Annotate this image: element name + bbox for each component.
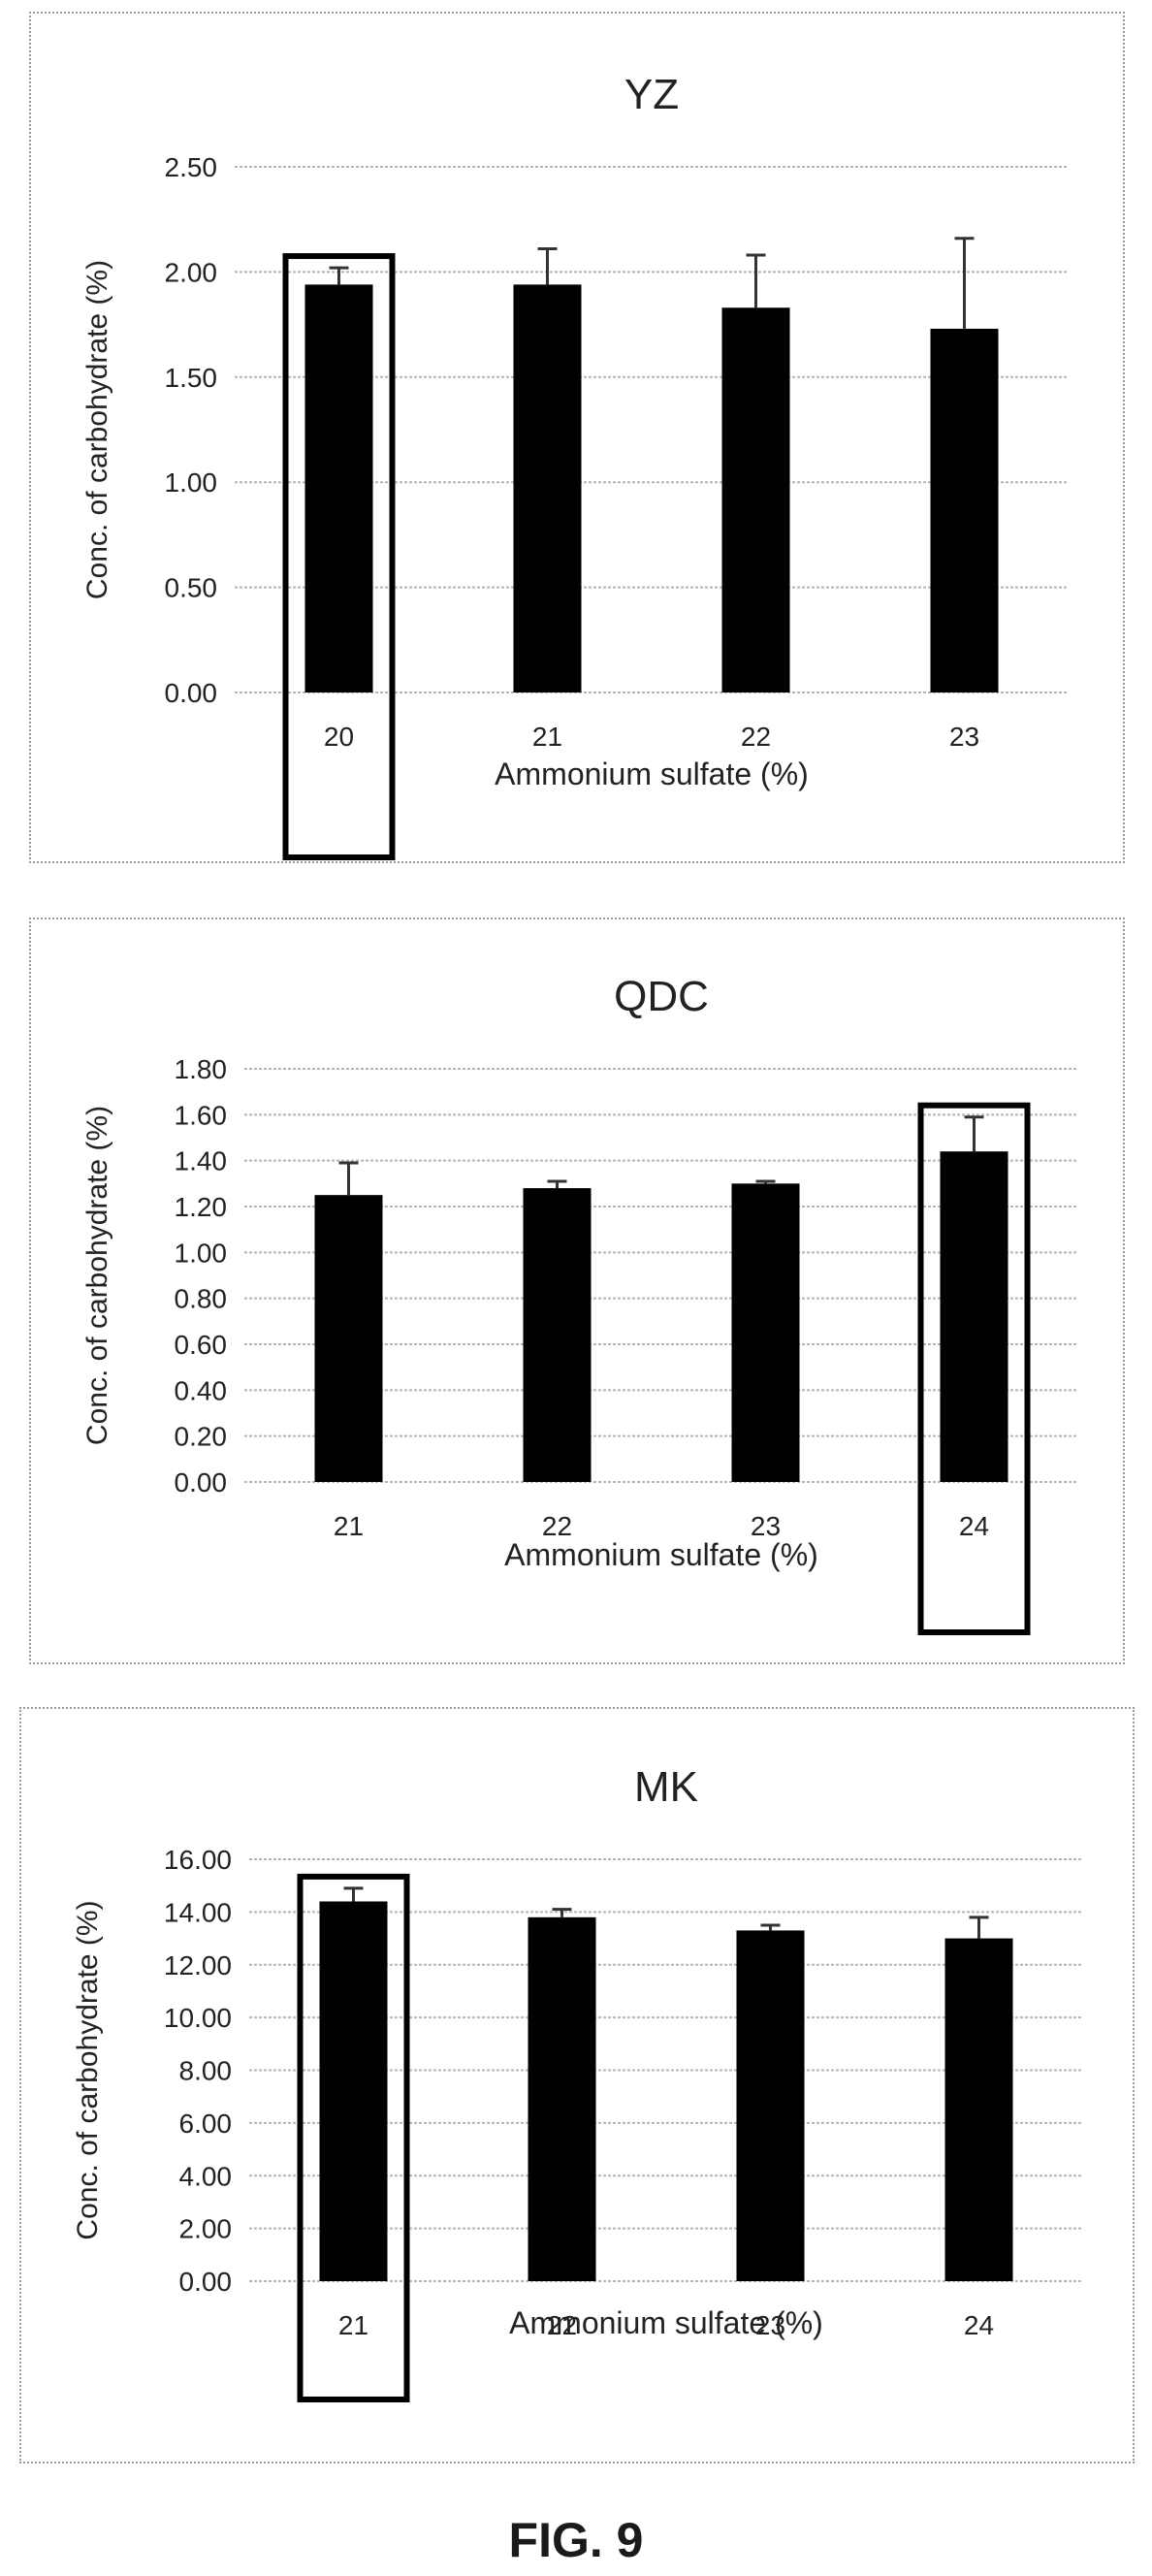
bar-chart-qdc: QDC 0.00 0.20 0.40 0.60 0.80 1.00 1.20 1.40 1.60 1… [81, 973, 1078, 1635]
x-tick-label: 21 [532, 722, 562, 752]
chart-title: YZ [624, 71, 679, 118]
y-tick-label: 8.00 [179, 2056, 233, 2086]
bar [944, 1938, 1013, 2281]
x-axis-label: Ammonium sulfate (%) [495, 757, 809, 791]
bar [523, 1188, 592, 1482]
y-tick-label: 0.60 [175, 1330, 228, 1360]
highlight-box [917, 1102, 1031, 1635]
x-tick-label: 22 [542, 1511, 572, 1541]
bar [731, 1183, 800, 1482]
x-tick-label: 23 [755, 2310, 785, 2340]
bar [721, 307, 790, 692]
bar [940, 1151, 1008, 1482]
y-tick-label: 12.00 [164, 1950, 232, 1980]
bar [528, 1916, 596, 2281]
y-tick-label: 1.00 [165, 467, 218, 498]
y-tick-label: 2.50 [165, 152, 218, 182]
x-tick-label: 21 [334, 1511, 364, 1541]
figure-caption: FIG. 9 [508, 2513, 644, 2567]
x-tick-label: 22 [741, 722, 771, 752]
y-tick-label: 16.00 [164, 1845, 232, 1875]
y-tick-label: 0.00 [179, 2267, 233, 2297]
x-tick-label: 22 [547, 2310, 577, 2340]
chart-title: MK [634, 1763, 698, 1811]
bar [314, 1195, 383, 1482]
bar [736, 1930, 805, 2281]
y-tick-label: 1.50 [165, 363, 218, 393]
y-axis-label: Conc. of carbohydrate (%) [72, 1900, 104, 2239]
x-tick-label: 21 [338, 2310, 368, 2340]
y-tick-label: 2.00 [179, 2214, 233, 2244]
bar [304, 284, 373, 692]
y-tick-label: 14.00 [164, 1897, 232, 1927]
y-tick-label: 4.00 [179, 2161, 233, 2191]
bar [319, 1901, 388, 2281]
y-tick-label: 0.40 [175, 1375, 228, 1405]
highlight-box [297, 1873, 410, 2402]
x-axis-label: Ammonium sulfate (%) [504, 1537, 818, 1572]
x-tick-label: 23 [751, 1511, 781, 1541]
y-tick-label: 6.00 [179, 2109, 233, 2139]
y-tick-label: 1.00 [175, 1238, 228, 1268]
chart-panel-qdc: QDC 0.00 0.20 0.40 0.60 0.80 1.00 1.20 1.40 1.60 1… [29, 918, 1125, 1664]
y-tick-label: 0.20 [175, 1422, 228, 1452]
x-axis-label: Ammonium sulfate (%) [509, 2305, 823, 2340]
y-tick-label: 0.80 [175, 1284, 228, 1314]
x-tick-label: 23 [949, 722, 979, 752]
chart-title: QDC [614, 973, 709, 1020]
chart-panel-yz: YZ 0.00 0.50 1.00 1.50 2.00 2.50 Conc. of carbo… [29, 12, 1125, 863]
y-tick-label: 10.00 [164, 2003, 232, 2033]
x-tick-label: 20 [324, 722, 354, 752]
y-tick-label: 0.50 [165, 573, 218, 603]
chart-panel-mk: MK 0.00 2.00 4.00 6.00 8.00 10.00 12.00 14.00 16.… [19, 1707, 1135, 2463]
y-tick-label: 1.80 [175, 1054, 228, 1084]
y-tick-label: 1.40 [175, 1146, 228, 1176]
bar-chart-mk: MK 0.00 2.00 4.00 6.00 8.00 10.00 12.00 14.00 16.… [72, 1763, 1083, 2402]
y-tick-label: 2.00 [165, 257, 218, 287]
y-axis-label: Conc. of carbohydrate (%) [81, 260, 113, 599]
x-tick-label: 24 [959, 1511, 989, 1541]
highlight-box [282, 253, 396, 860]
bar [513, 284, 582, 692]
bar-chart-yz: YZ 0.00 0.50 1.00 1.50 2.00 2.50 Conc. of carbo… [81, 71, 1069, 860]
y-axis-label: Conc. of carbohydrate (%) [81, 1106, 113, 1445]
y-tick-label: 1.60 [175, 1100, 228, 1130]
y-tick-label: 1.20 [175, 1192, 228, 1222]
y-tick-label: 0.00 [165, 678, 218, 708]
x-tick-label: 24 [964, 2310, 994, 2340]
bar [930, 328, 999, 692]
y-tick-label: 0.00 [175, 1467, 228, 1497]
